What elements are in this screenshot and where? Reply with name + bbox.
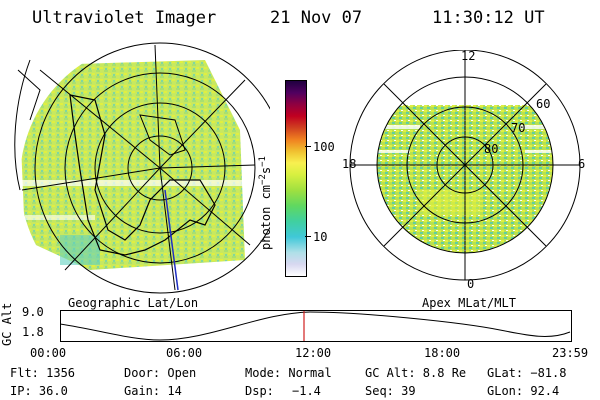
uv-image-left — [20, 60, 245, 270]
ip-value: IP: 36.0 — [10, 384, 68, 398]
colorbar-label-100: 100 — [313, 140, 335, 154]
timeline-axis-title: GC Alt — [0, 302, 14, 346]
timeline-tick-1800: 18:00 — [424, 346, 461, 360]
lat-label-80: 80 — [484, 142, 498, 156]
timeline-y-bottom: 1.8 — [22, 325, 44, 339]
timeline-tick-1200: 12:00 — [295, 346, 332, 360]
colorbar-unit-label: photon cm−2s−1 — [258, 156, 273, 250]
mlt-label-18: 18 — [342, 157, 356, 171]
timeline-y-top: 9.0 — [22, 305, 44, 319]
flight-number: Flt: 1356 — [10, 366, 76, 380]
mlt-label-0: 0 — [467, 277, 474, 290]
lat-label-70: 70 — [511, 121, 525, 135]
colorbar — [285, 80, 307, 277]
gain-value: Gain: 14 — [124, 384, 182, 398]
altitude-curve — [60, 311, 571, 341]
observation-date: 21 Nov 07 — [270, 8, 363, 28]
timeline-tick-0000: 00:00 — [30, 346, 67, 360]
colorbar-tick-low — [305, 236, 311, 237]
timeline-plot — [60, 310, 572, 342]
apex-polar-plot: 12 18 6 0 60 70 80 — [342, 50, 585, 290]
instrument-title: Ultraviolet Imager — [32, 8, 217, 28]
mlt-label-12: 12 — [461, 50, 475, 63]
geo-latitude: GLat: −81.8 — [487, 366, 567, 380]
left-map-caption: Geographic Lat/Lon — [68, 296, 199, 310]
sequence-number: Seq: 39 — [365, 384, 416, 398]
colorbar-tick-high — [305, 146, 311, 147]
timeline-tick-2359: 23:59 — [552, 346, 589, 360]
geographic-map — [14, 42, 270, 294]
dsp-label: Dsp: — [245, 384, 274, 398]
timeline-tick-0600: 06:00 — [166, 346, 203, 360]
right-map-caption: Apex MLat/MLT — [422, 296, 516, 310]
mode-status: Mode: Normal — [245, 366, 332, 380]
geo-longitude: GLon: 92.4 — [487, 384, 560, 398]
gc-altitude: GC Alt: 8.8 Re — [365, 366, 467, 380]
mlt-label-6: 6 — [578, 157, 585, 171]
colorbar-label-10: 10 — [313, 230, 328, 244]
door-status: Door: Open — [124, 366, 197, 380]
dsp-value: −1.4 — [292, 384, 321, 398]
observation-time: 11:30:12 UT — [432, 8, 545, 28]
lat-label-60: 60 — [536, 97, 550, 111]
